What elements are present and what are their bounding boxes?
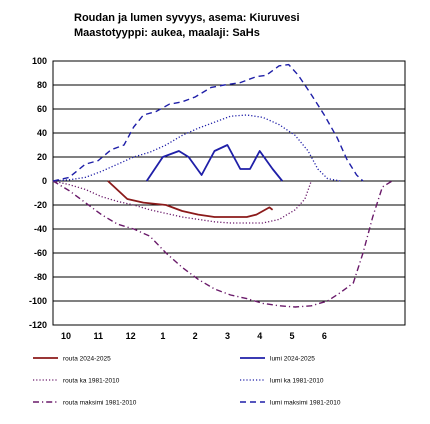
y-tick-label: -60 xyxy=(34,248,47,258)
legend-label-3: lumi ka 1981-2010 xyxy=(270,378,324,385)
y-tick-label: -120 xyxy=(29,320,47,330)
series-line-5 xyxy=(52,63,364,182)
x-tick-label: 4 xyxy=(257,331,262,341)
y-axis-ticks: 100 80 60 40 20 0 -20 -40 -60 -80 -100 -120 xyxy=(29,56,47,330)
legend-label-0: routa 2024-2025 xyxy=(63,356,111,363)
x-axis-ticks: 10 11 12 1 2 3 4 5 6 xyxy=(61,331,327,341)
legend-label-4: routa maksimi 1981-2010 xyxy=(63,400,137,407)
x-tick-label: 6 xyxy=(322,331,327,341)
legend-label-1: lumi 2024-2025 xyxy=(270,356,315,363)
y-tick-label: 40 xyxy=(37,128,47,138)
x-tick-label: 3 xyxy=(225,331,230,341)
y-tick-label: -20 xyxy=(34,200,47,210)
series-lines xyxy=(52,63,393,308)
chart-title: Roudan ja lumen syvyys, asema: Kiuruvesi xyxy=(74,12,300,24)
series-line-1 xyxy=(145,144,283,182)
y-tick-label: -100 xyxy=(29,296,47,306)
y-tick-label: -40 xyxy=(34,224,47,234)
x-tick-label: 10 xyxy=(61,331,71,341)
y-tick-label: -80 xyxy=(34,272,47,282)
y-tick-label: 80 xyxy=(37,80,47,90)
chart-subtitle: Maastotyyppi: aukea, maalaji: SaHs xyxy=(74,27,260,39)
y-tick-label: 0 xyxy=(42,176,47,186)
legend-label-2: routa ka 1981-2010 xyxy=(63,378,120,385)
series-line-0 xyxy=(107,180,274,218)
series-line-4 xyxy=(52,180,393,308)
x-tick-label: 2 xyxy=(193,331,198,341)
x-tick-label: 5 xyxy=(290,331,295,341)
y-tick-label: 60 xyxy=(37,104,47,114)
x-tick-label: 12 xyxy=(126,331,136,341)
plot-area-border xyxy=(52,60,406,326)
legend: routa 2024-2025 lumi 2024-2025 routa ka 19… xyxy=(33,356,341,407)
series-line-2 xyxy=(52,180,312,224)
y-tick-label: 100 xyxy=(32,56,47,66)
x-tick-label: 11 xyxy=(94,331,104,341)
legend-label-5: lumi maksimi 1981-2010 xyxy=(270,400,341,407)
series-line-3 xyxy=(52,114,341,182)
x-tick-label: 1 xyxy=(160,331,165,341)
y-tick-label: 20 xyxy=(37,152,47,162)
gridlines xyxy=(53,60,405,326)
